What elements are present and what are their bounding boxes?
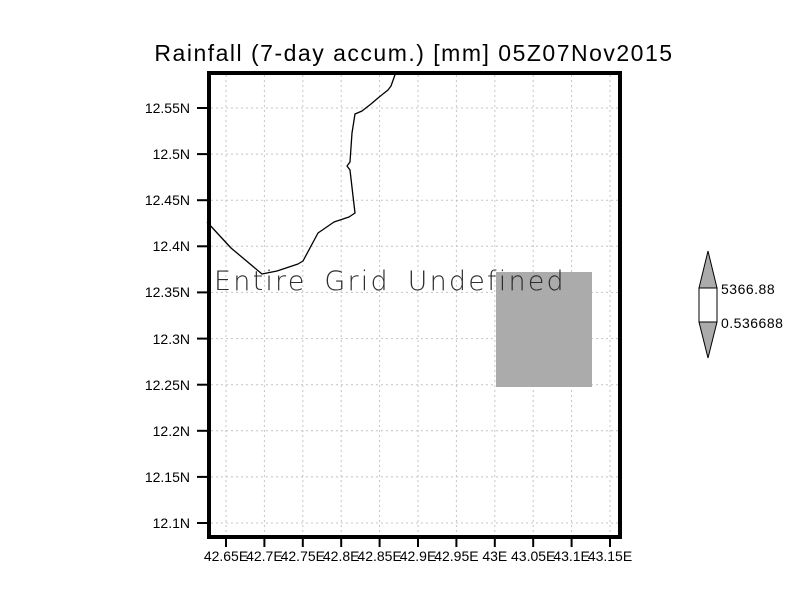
x-axis-tick-label: 42.9E xyxy=(399,548,437,564)
y-axis-tick-label: 12.25N xyxy=(144,376,190,393)
x-axis-tick-label: 42.85E xyxy=(357,548,402,564)
colorbar-min-label: 0.536688 xyxy=(721,315,784,331)
x-axis-tick-label: 43.1E xyxy=(553,548,590,564)
plot-border xyxy=(207,71,622,539)
plot-title: Rainfall (7-day accum.) [mm] 05Z07Nov201… xyxy=(154,40,674,66)
x-axis-tick-label: 42.8E xyxy=(322,548,360,564)
x-axis-tick-label: 42.75E xyxy=(280,548,325,564)
y-axis-tick-label: 12.55N xyxy=(144,100,190,116)
y-axis-tick-label: 12.45N xyxy=(144,192,190,209)
colorbar-top-arrow xyxy=(698,250,718,289)
y-axis-tick-label: 12.2N xyxy=(152,422,190,439)
undefined-data-region xyxy=(496,272,592,387)
coastline xyxy=(206,71,397,275)
undefined-grid-message: Entire Grid Undefined xyxy=(214,266,566,297)
axis-ticks xyxy=(197,107,611,547)
y-axis-tick-label: 12.4N xyxy=(152,238,190,255)
x-axis-tick-label: 42.65E xyxy=(203,548,249,564)
x-axis-tick-label: 43.05E xyxy=(511,548,556,564)
y-axis-tick-label: 12.5N xyxy=(152,146,190,163)
x-axis-tick-label: 42.95E xyxy=(434,548,479,564)
y-axis-tick-label: 12.3N xyxy=(152,330,190,347)
y-axis-tick-label: 12.35N xyxy=(144,284,190,301)
x-axis-tick-label: 43E xyxy=(482,548,508,564)
x-axis-tick-label: 43.15E xyxy=(587,548,633,564)
gridlines xyxy=(211,75,618,535)
colorbar-bottom-arrow xyxy=(698,321,718,359)
colorbar xyxy=(698,250,718,359)
y-axis-tick-label: 12.15N xyxy=(144,468,190,485)
colorbar-body xyxy=(698,287,718,323)
x-axis-tick-label: 42.7E xyxy=(246,548,283,564)
y-axis-tick-label: 12.1N xyxy=(152,515,190,531)
colorbar-max-label: 5366.88 xyxy=(721,281,776,297)
